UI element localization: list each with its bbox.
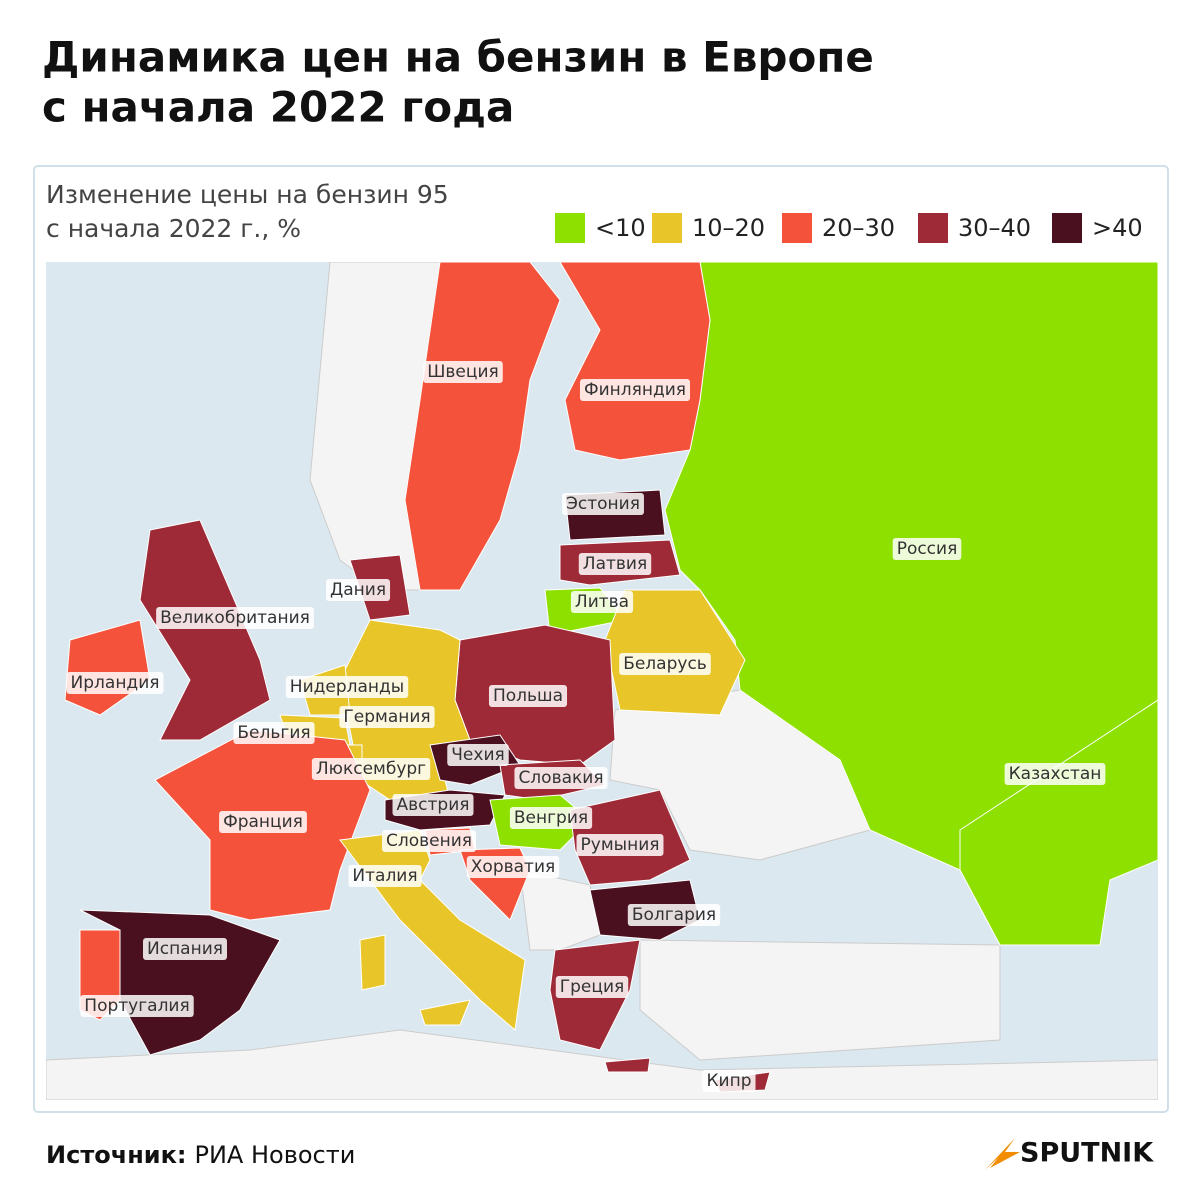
country-label: Болгария — [632, 905, 716, 925]
country-shape — [559, 262, 711, 461]
country-label-bg — [233, 722, 315, 744]
country-label: Румыния — [581, 835, 660, 855]
country-label-bg — [381, 830, 477, 852]
legend-swatch — [782, 213, 812, 243]
legend-label: <10 — [595, 214, 646, 242]
country-label: Италия — [352, 866, 417, 886]
country-label-bg — [339, 706, 435, 728]
source-text: РИА Новости — [194, 1141, 355, 1169]
country-label-bg — [702, 1070, 756, 1092]
country-label: Люксембург — [316, 759, 426, 779]
subtitle: Изменение цены на бензин 95 — [46, 180, 449, 209]
country-label-bg — [1004, 763, 1106, 785]
country-shape — [404, 262, 561, 591]
country-label: Беларусь — [623, 654, 707, 674]
country-label: Хорватия — [471, 857, 555, 877]
country-label: Германия — [343, 707, 430, 727]
country-label: Эстония — [566, 494, 640, 514]
legend-label: 10–20 — [692, 214, 765, 242]
country-label-bg — [576, 834, 664, 856]
country-label-bg — [348, 865, 422, 887]
country-label-bg — [447, 744, 509, 766]
country-label: Испания — [147, 939, 223, 959]
country-label-bg — [509, 807, 593, 829]
title: Динамика цен на бензин в Европе — [42, 33, 874, 82]
country-shape — [419, 999, 471, 1026]
country-label-bg — [219, 811, 307, 833]
country-label: Австрия — [397, 795, 470, 815]
land — [46, 1029, 1158, 1100]
legend-label: 20–30 — [822, 214, 895, 242]
country-label-bg — [488, 685, 568, 707]
country-label-bg — [562, 493, 644, 515]
country-label-bg — [66, 672, 164, 694]
country-label-bg — [627, 904, 721, 926]
legend-swatch — [918, 213, 948, 243]
country-label: Бельгия — [237, 723, 310, 743]
country-label: Великобритания — [160, 608, 310, 628]
country-label: Казахстан — [1009, 764, 1102, 784]
country-shape — [359, 934, 386, 991]
country-label-bg — [619, 653, 711, 675]
map: Россия Казахстан Финляндия Швеция Эстония Лат… — [46, 262, 1158, 1100]
country-label: Венгрия — [514, 808, 588, 828]
logo: SPUTNIK — [1020, 1138, 1154, 1169]
country-shape — [959, 699, 1158, 946]
country-label-bg — [892, 538, 962, 560]
subtitle: с начала 2022 г., % — [46, 214, 301, 243]
logo-icon — [985, 1138, 1020, 1170]
country-label: Дания — [330, 580, 386, 600]
country-label-bg — [325, 579, 391, 601]
title: с начала 2022 года — [42, 83, 514, 132]
country-label: Чехия — [451, 745, 504, 765]
country-label-bg — [80, 995, 194, 1017]
country-label: Швеция — [427, 362, 499, 382]
country-label-bg — [156, 607, 314, 629]
legend: <10 10–20 20–30 30–40 >40 — [555, 213, 1143, 243]
legend-swatch — [652, 213, 682, 243]
country-label: Кипр — [706, 1071, 751, 1091]
country-label: Франция — [223, 812, 303, 832]
source-label: Источник: — [46, 1141, 186, 1169]
country-label-bg — [579, 379, 691, 401]
country-label: Словения — [386, 831, 472, 851]
country-label: Литва — [575, 592, 629, 612]
country-label: Польша — [493, 686, 563, 706]
country-label-bg — [311, 758, 431, 780]
land — [639, 939, 1001, 1061]
legend-swatch — [1052, 213, 1082, 243]
country-label-bg — [466, 856, 560, 878]
country-label: Греция — [560, 977, 624, 997]
legend-label: >40 — [1092, 214, 1143, 242]
country-label: Финляндия — [584, 380, 686, 400]
country-label: Латвия — [583, 554, 647, 574]
country-label: Ирландия — [71, 673, 160, 693]
country-label-bg — [570, 591, 634, 613]
country-label-bg — [514, 767, 608, 789]
country-label-bg — [392, 794, 474, 816]
legend-swatch — [555, 213, 585, 243]
country-label: Словакия — [518, 768, 603, 788]
country-label: Нидерланды — [290, 677, 404, 697]
country-label-bg — [555, 976, 629, 998]
land — [519, 869, 601, 951]
country-label: Россия — [897, 539, 958, 559]
country-label: Португалия — [84, 996, 189, 1016]
source-label: Источник: РИА Новости — [46, 1141, 355, 1169]
country-label-bg — [285, 676, 409, 698]
legend-label: 30–40 — [958, 214, 1031, 242]
country-label-bg — [143, 938, 227, 960]
country-label-bg — [578, 553, 652, 575]
country-label-bg — [423, 361, 503, 383]
country-shape — [604, 1057, 651, 1073]
